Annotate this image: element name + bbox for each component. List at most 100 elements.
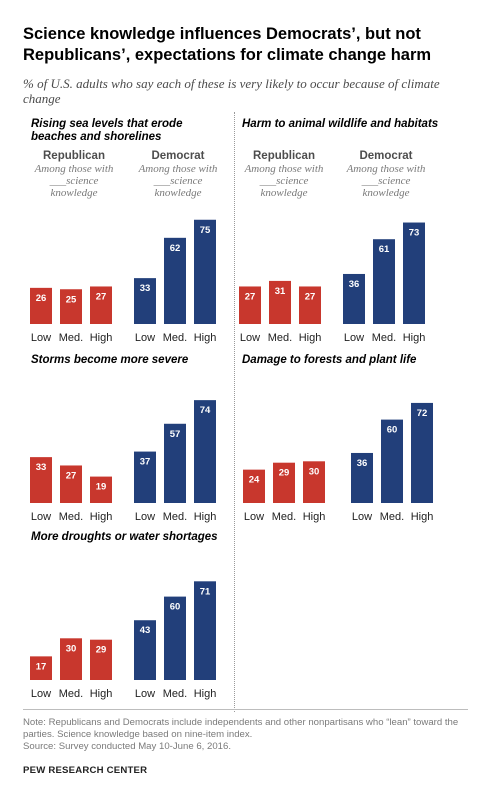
data-label-storms-democrat-0: 37 bbox=[140, 457, 151, 468]
bar-droughts-republican-high bbox=[90, 639, 112, 680]
bar-storms-republican-med bbox=[60, 465, 82, 503]
bar-forests-democrat-high bbox=[411, 402, 433, 503]
tick-label-storms-democrat-2: High bbox=[194, 511, 217, 523]
tick-label-droughts-democrat-1: Med. bbox=[163, 688, 187, 700]
tick-label-storms-republican-2: High bbox=[90, 511, 113, 523]
group-subtext-democrat-left: Among those with ___science knowledge bbox=[138, 163, 218, 199]
bar-forests-democrat-low bbox=[351, 452, 373, 503]
tick-label-wildlife-democrat-0: Low bbox=[344, 332, 364, 344]
data-label-sea-levels-republican-1: 25 bbox=[66, 294, 77, 305]
data-label-sea-levels-democrat-0: 33 bbox=[140, 283, 151, 294]
data-label-sea-levels-democrat-2: 75 bbox=[200, 225, 211, 236]
data-label-wildlife-democrat-0: 36 bbox=[349, 279, 360, 290]
tick-label-droughts-republican-1: Med. bbox=[59, 688, 83, 700]
data-label-droughts-republican-0: 17 bbox=[36, 661, 47, 672]
bar-sea-levels-republican-high bbox=[90, 286, 112, 324]
bar-sea-levels-republican-med bbox=[60, 289, 82, 324]
brand-logo-text: PEW RESEARCH CENTER bbox=[23, 765, 148, 776]
tick-label-wildlife-republican-1: Med. bbox=[268, 332, 292, 344]
panel-divider-vertical bbox=[234, 112, 235, 712]
bar-wildlife-republican-high bbox=[299, 286, 321, 324]
bar-droughts-republican-low bbox=[30, 656, 52, 680]
bar-droughts-democrat-med bbox=[164, 596, 186, 680]
panel-title-wildlife: Harm to animal wildlife and habitats bbox=[242, 118, 439, 130]
data-label-storms-democrat-2: 74 bbox=[200, 405, 211, 416]
data-label-droughts-democrat-0: 43 bbox=[140, 625, 151, 636]
tick-label-forests-democrat-0: Low bbox=[352, 511, 372, 523]
bar-wildlife-democrat-high bbox=[403, 222, 425, 324]
bar-droughts-democrat-high bbox=[194, 581, 216, 680]
bar-wildlife-republican-low bbox=[239, 286, 261, 324]
tick-label-sea-levels-democrat-1: Med. bbox=[163, 332, 187, 344]
bar-forests-republican-low bbox=[243, 469, 265, 503]
data-label-sea-levels-republican-0: 26 bbox=[36, 293, 47, 304]
group-subtext-democrat-right: Among those with ___science knowledge bbox=[346, 163, 426, 199]
data-label-wildlife-democrat-2: 73 bbox=[409, 228, 420, 239]
panel-title-storms: Storms become more severe bbox=[31, 354, 189, 366]
data-label-storms-republican-1: 27 bbox=[66, 470, 77, 481]
tick-label-storms-democrat-0: Low bbox=[135, 511, 155, 523]
bar-forests-republican-med bbox=[273, 462, 295, 503]
tick-label-storms-democrat-1: Med. bbox=[163, 511, 187, 523]
tick-label-wildlife-democrat-1: Med. bbox=[372, 332, 396, 344]
footer-divider bbox=[23, 709, 468, 710]
tick-label-forests-republican-2: High bbox=[303, 511, 326, 523]
data-label-storms-democrat-1: 57 bbox=[170, 429, 181, 440]
bar-storms-democrat-med bbox=[164, 423, 186, 503]
data-label-forests-democrat-0: 36 bbox=[357, 458, 368, 469]
bar-wildlife-republican-med bbox=[269, 280, 291, 324]
bar-sea-levels-democrat-high bbox=[194, 219, 216, 324]
tick-label-sea-levels-republican-1: Med. bbox=[59, 332, 83, 344]
bar-droughts-democrat-low bbox=[134, 620, 156, 680]
bar-forests-democrat-med bbox=[381, 419, 403, 503]
tick-label-droughts-republican-0: Low bbox=[31, 688, 51, 700]
bar-storms-democrat-low bbox=[134, 451, 156, 503]
data-label-forests-republican-1: 29 bbox=[279, 468, 290, 479]
data-label-forests-republican-0: 24 bbox=[249, 475, 260, 486]
data-label-wildlife-republican-0: 27 bbox=[245, 291, 256, 302]
data-label-sea-levels-democrat-1: 62 bbox=[170, 243, 181, 254]
group-header-democrat-left: Democrat bbox=[151, 150, 205, 162]
data-label-wildlife-republican-2: 27 bbox=[305, 291, 316, 302]
bar-storms-democrat-high bbox=[194, 400, 216, 503]
bar-wildlife-democrat-med bbox=[373, 239, 395, 324]
tick-label-sea-levels-republican-2: High bbox=[90, 332, 113, 344]
panel-title-sea-levels: Rising sea levels that erode beaches and… bbox=[31, 118, 183, 143]
tick-label-sea-levels-republican-0: Low bbox=[31, 332, 51, 344]
data-label-forests-democrat-1: 60 bbox=[387, 425, 398, 436]
source-note: Source: Survey conducted May 10-June 6, … bbox=[23, 741, 231, 752]
tick-label-forests-republican-0: Low bbox=[244, 511, 264, 523]
group-subtext-republican-right: Among those with ___science knowledge bbox=[244, 163, 324, 199]
tick-label-wildlife-republican-2: High bbox=[299, 332, 322, 344]
bar-sea-levels-democrat-low bbox=[134, 278, 156, 324]
tick-label-wildlife-republican-0: Low bbox=[240, 332, 260, 344]
tick-label-droughts-republican-2: High bbox=[90, 688, 113, 700]
bar-forests-republican-high bbox=[303, 461, 325, 503]
bar-sea-levels-republican-low bbox=[30, 287, 52, 324]
group-subtext-republican-left: Among those with ___science knowledge bbox=[34, 163, 114, 199]
chart-subtitle: % of U.S. adults who say each of these i… bbox=[23, 76, 440, 106]
bar-sea-levels-democrat-med bbox=[164, 237, 186, 324]
data-label-droughts-democrat-1: 60 bbox=[170, 602, 181, 613]
data-label-forests-republican-2: 30 bbox=[309, 466, 320, 477]
tick-label-storms-republican-0: Low bbox=[31, 511, 51, 523]
data-label-wildlife-democrat-1: 61 bbox=[379, 244, 390, 255]
tick-label-droughts-democrat-2: High bbox=[194, 688, 217, 700]
bar-wildlife-democrat-low bbox=[343, 273, 365, 324]
data-label-droughts-democrat-2: 71 bbox=[200, 586, 211, 597]
tick-label-wildlife-democrat-2: High bbox=[403, 332, 426, 344]
bar-storms-republican-high bbox=[90, 476, 112, 503]
panel-title-forests: Damage to forests and plant life bbox=[242, 354, 417, 366]
data-label-droughts-republican-1: 30 bbox=[66, 643, 77, 654]
data-label-forests-democrat-2: 72 bbox=[417, 408, 428, 419]
panel-title-droughts: More droughts or water shortages bbox=[31, 531, 218, 543]
group-header-republican-right: Republican bbox=[253, 150, 315, 162]
tick-label-forests-democrat-2: High bbox=[411, 511, 434, 523]
footnote: Note: Republicans and Democrats include … bbox=[23, 717, 459, 740]
data-label-storms-republican-2: 19 bbox=[96, 482, 107, 493]
group-header-democrat-right: Democrat bbox=[359, 150, 413, 162]
data-label-storms-republican-0: 33 bbox=[36, 462, 47, 473]
data-label-wildlife-republican-1: 31 bbox=[275, 286, 286, 297]
tick-label-forests-republican-1: Med. bbox=[272, 511, 296, 523]
data-label-droughts-republican-2: 29 bbox=[96, 645, 107, 656]
